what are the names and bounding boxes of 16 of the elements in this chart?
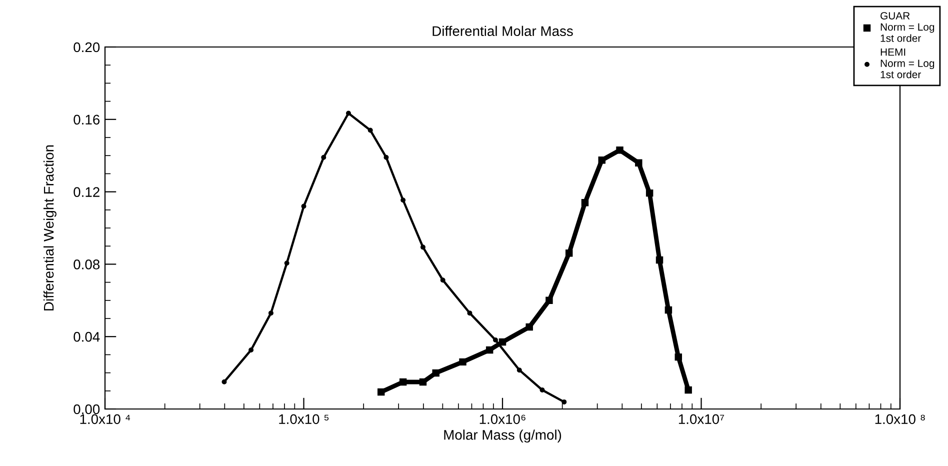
x-tick-label: 1.0x10 ⁸ (875, 414, 925, 424)
y-tick-label: 0.04 (74, 332, 100, 342)
y-axis-title: Differential Weight Fraction (43, 145, 56, 310)
chart-title: Differential Molar Mass (432, 26, 573, 36)
y-tick-label: 0.16 (74, 114, 100, 125)
y-tick-label: 0.12 (74, 187, 100, 197)
x-axis-title: Molar Mass (g/mol) (444, 430, 562, 443)
y-tick-label: 0.20 (74, 42, 100, 52)
legend-label: GUAR Norm = Log 1st order (880, 12, 934, 42)
x-tick-label: 1.0x10⁷ (678, 414, 724, 424)
x-tick-label: 1.0x10⁶ (480, 414, 526, 424)
y-tick-label: 0.08 (74, 260, 100, 270)
x-tick-label: 1.0x10 ⁵ (279, 414, 329, 424)
y-tick-label: 0.00 (74, 404, 100, 414)
x-tick-label: 1.0x10 ⁴ (80, 414, 130, 424)
legend-label: HEMI Norm = Log 1st order (880, 48, 934, 78)
